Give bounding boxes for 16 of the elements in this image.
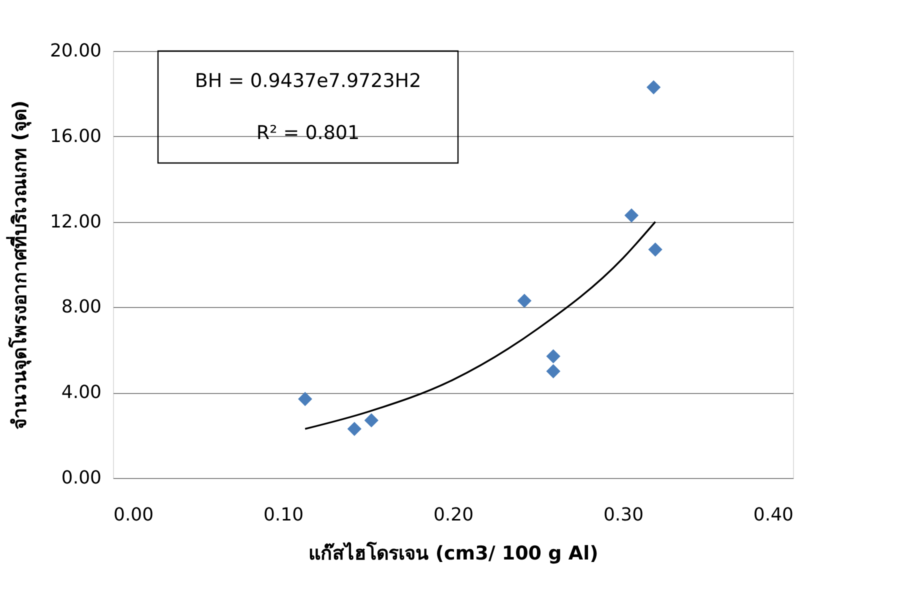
annotation: BH = 0.9437e7.9723H2 [194, 70, 422, 92]
y-axis-title: จำนวนจุดโพรงอากาศที่บริเวณเกท (จุด) [6, 100, 32, 430]
y-tick-label: 16.00 [50, 126, 102, 147]
y-tick-label: 0.00 [61, 468, 102, 488]
x-tick-label: 0.10 [263, 504, 304, 526]
line-series [304, 220, 656, 430]
x-tick-label: 0.40 [753, 504, 794, 526]
x-axis-title: แก๊สไฮโดรเจน (cm3/ 100 g Al) [308, 542, 598, 564]
x-tick-label: 0.20 [433, 504, 474, 526]
y-tick-label: 4.00 [61, 382, 102, 404]
y-tick-label: 20.00 [50, 40, 102, 62]
annotation: R² = 0.801 [256, 122, 360, 144]
y-tick-label: 12.00 [50, 211, 102, 232]
x-tick-label: 0.30 [603, 504, 644, 526]
y-tick-label: 8.00 [61, 296, 102, 318]
x-tick-label: 0.00 [114, 504, 154, 526]
